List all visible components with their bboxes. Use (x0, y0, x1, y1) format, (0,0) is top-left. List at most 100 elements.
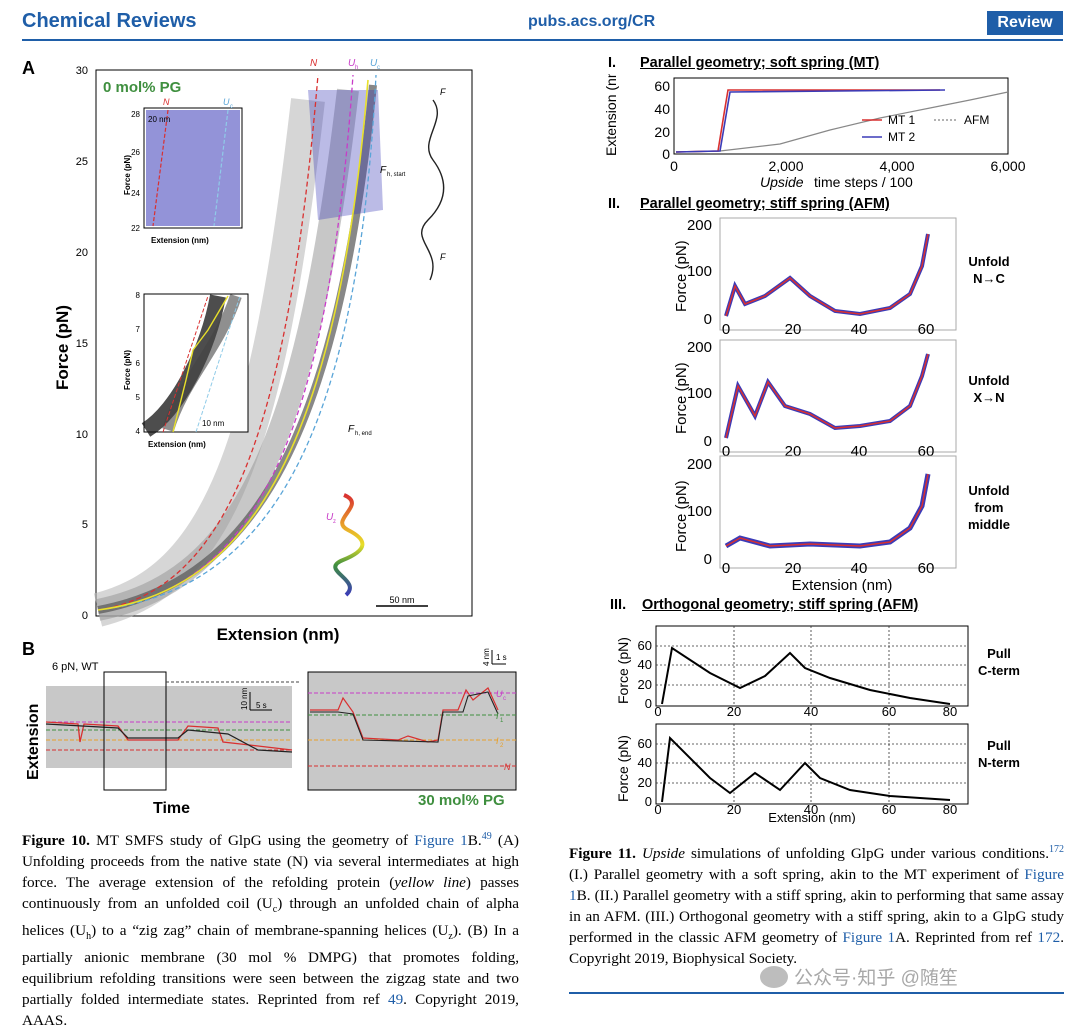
b-zoom-panel (307, 671, 517, 791)
figure-link[interactable]: Figure 1 (569, 866, 1064, 905)
force-arrow-bottom: F (440, 252, 446, 262)
b2-i2-label: I (496, 736, 499, 746)
panel-ii-xtick: 20 (785, 321, 802, 338)
caption-sub: c (272, 904, 278, 916)
b2-i1-sub: 1 (500, 718, 504, 724)
b2-uc-sub: c (503, 696, 506, 702)
panel-ii-xtick: 60 (918, 560, 935, 577)
panel-ii-ytick: 200 (687, 217, 712, 234)
state-label-uh-sub: h (355, 65, 358, 71)
panel-i-ylabel: Extension (nm) (603, 74, 619, 156)
state-line-n (97, 74, 319, 611)
panel-i-xtick: 6,000 (990, 158, 1025, 174)
panel-ii-ytick: 100 (687, 385, 712, 402)
panel-iii-ytick: 0 (645, 696, 652, 711)
panel-iii-row2-label: Pull N-term (968, 737, 1030, 771)
caption-italic: yellow line (394, 874, 466, 892)
panel-ii-xtick: 60 (918, 321, 935, 338)
ref-link[interactable]: 172 (1037, 929, 1061, 947)
inset-1-u-label: U (223, 97, 230, 107)
uz-label: U (326, 512, 334, 523)
ytick: 5 (82, 519, 88, 531)
panel-iii-xtick: 0 (654, 802, 661, 817)
b2-scale-x: 1 s (496, 653, 507, 662)
panel-ii-xtick: 40 (851, 321, 868, 338)
panel-a-xlabel: Extension (nm) (217, 625, 340, 644)
panel-iii-ytick: 60 (638, 638, 652, 653)
inset-2-ylabel: Force (pN) (123, 350, 132, 390)
annotation-f-end-sub: h, end (355, 431, 372, 437)
panel-i-xlabel-rest: time steps / 100 (814, 174, 913, 190)
b-trace-background (46, 686, 292, 768)
condition-label-b: 30 mol% PG (418, 792, 505, 809)
b-scale-x: 5 s (256, 701, 267, 710)
state-label-uc: U (370, 58, 378, 69)
annotation-f-start: F (380, 165, 387, 176)
figure-link[interactable]: Figure 1 (842, 929, 896, 947)
state-label-uc-sub: c (377, 65, 380, 71)
inset-1-ytick: 26 (131, 148, 140, 157)
figure-10: A 0 5 10 15 20 25 30 Force (pN) Extensio… (22, 58, 517, 817)
caption-rule (569, 992, 1064, 994)
inset-1-uc-line (213, 109, 229, 227)
panel-iii-ytick: 40 (638, 657, 652, 672)
journal-url[interactable]: pubs.acs.org/CR (528, 13, 656, 30)
panel-ii-ylabel: Force (pN) (673, 240, 690, 312)
panel-iii-xtick: 80 (943, 802, 957, 817)
b2-n-label: N (504, 762, 511, 772)
inset-2-ytick: 5 (136, 393, 141, 402)
panel-ii-ylabel: Force (pN) (673, 362, 690, 434)
b2-uc-label: U (496, 689, 503, 699)
panel-ii-ytick: 0 (704, 433, 712, 450)
blue-noise-band (308, 90, 383, 220)
inset-1-ytick: 22 (131, 224, 140, 233)
panel-iii-xtick: 20 (727, 704, 741, 719)
ref-link[interactable]: 49 (387, 991, 404, 1009)
panel-ii-ylabel: Force (pN) (673, 480, 690, 552)
panel-iii-row1-label: Pull C-term (968, 645, 1030, 679)
panel-ii-xtick: 0 (722, 443, 730, 460)
panel-a-ylabel: Force (pN) (53, 305, 72, 390)
uz-label-sub: z (333, 519, 336, 525)
panel-ii-ytick: 0 (704, 311, 712, 328)
panel-iii-ytick: 20 (638, 677, 652, 692)
ref-link[interactable]: 172 (1049, 844, 1065, 855)
caption-label: Figure 10. (22, 832, 90, 850)
ref-link[interactable]: 49 (481, 831, 492, 842)
legend-mt2: MT 2 (888, 130, 915, 144)
b-xlabel: Time (153, 800, 190, 817)
panel-i-title: Parallel geometry; soft spring (MT) (640, 55, 880, 71)
inset-1-ylabel: Force (pN) (123, 155, 132, 195)
panel-iii-ylabel: Force (pN) (615, 735, 631, 802)
inset-1-n-label: N (163, 97, 170, 107)
journal-title[interactable]: Chemical Reviews (22, 10, 197, 32)
b-zoom-box (103, 671, 167, 791)
inset-2-xlabel: Extension (nm) (148, 440, 206, 449)
panel-ii-xtick: 0 (722, 321, 730, 338)
panel-b-letter: B (22, 639, 35, 659)
panel-ii-row3-label: Unfold from middle (960, 482, 1018, 533)
legend-afm: AFM (964, 113, 989, 127)
row-label-line: Pull (987, 738, 1011, 753)
panel-ii-row3-red (725, 473, 929, 547)
panel-iii-xtick: 40 (804, 704, 818, 719)
panel-ii-row1-red (725, 233, 929, 317)
legend-mt1: MT 1 (888, 113, 915, 127)
coil-schematic (421, 99, 445, 281)
inset-2-density-b (162, 294, 242, 432)
row-label-line: Unfold (968, 254, 1010, 269)
density-band-3 (97, 84, 377, 614)
panel-ii-ytick: 100 (687, 503, 712, 520)
condition-label-a: 0 mol% PG (103, 79, 181, 96)
panel-i-xtick: 2,000 (768, 158, 803, 174)
b2-i2-sub: 2 (500, 743, 504, 749)
panel-ii-xlabel: Extension (nm) (792, 577, 893, 594)
watermark: 公众号·知乎 @随笙 (760, 963, 958, 990)
panel-ii-row2-frame (719, 339, 957, 453)
panel-iii-xtick: 80 (943, 704, 957, 719)
panel-ii-title: Parallel geometry; stiff spring (AFM) (640, 196, 890, 212)
caption-text: MT SMFS study of GlpG using the geometry… (89, 832, 415, 850)
b-scale-y: 10 nm (240, 687, 249, 710)
figure-link[interactable]: Figure 1 (414, 832, 468, 850)
watermark-text: 公众号·知乎 @随笙 (794, 968, 958, 989)
